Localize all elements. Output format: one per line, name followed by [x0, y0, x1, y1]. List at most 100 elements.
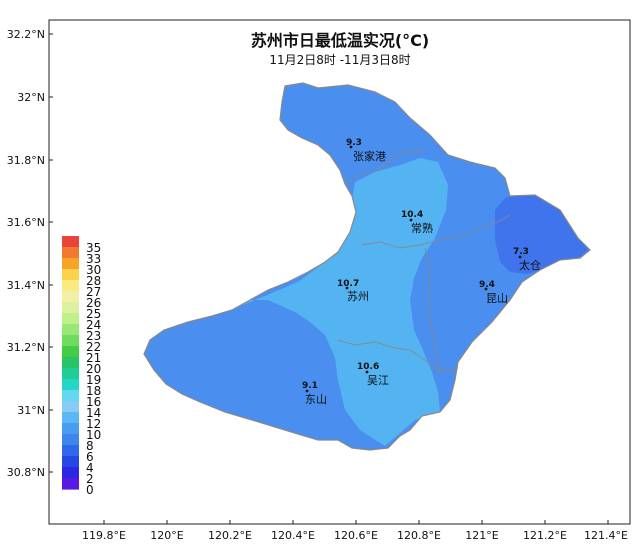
lon-tick-label: 121.2°E — [523, 529, 567, 542]
district-border — [337, 339, 459, 373]
legend-swatch — [62, 335, 79, 347]
station-value: 10.4 — [401, 210, 423, 220]
legend-swatch — [62, 324, 79, 336]
legend-labels: 35 33 30 28 27 26 25 24 23 22 21 20 19 1… — [86, 241, 101, 497]
station-name: 太仓 — [519, 258, 541, 272]
zone-6-8 — [495, 192, 588, 274]
station-zhangjiagang: 9.3 张家港 — [346, 138, 386, 163]
district-border — [424, 247, 441, 373]
legend-label: 30 — [86, 263, 101, 277]
station-name: 苏州 — [347, 290, 369, 303]
lat-tick-label: 31.6°N — [7, 216, 45, 229]
district-border — [361, 214, 511, 249]
legend-label: 20 — [86, 362, 101, 376]
lon-tick-label: 121°E — [465, 529, 498, 542]
station-name: 张家港 — [353, 149, 386, 163]
lat-tick-label: 31.2°N — [7, 341, 45, 354]
map-subtitle: 11月2日8时 -11月3日8时 — [269, 53, 410, 67]
lon-tick-label: 120.2°E — [208, 529, 252, 542]
legend-label: 16 — [86, 395, 101, 409]
legend-swatch — [62, 467, 79, 479]
station-wujiang: 10.6 吴江 — [357, 362, 389, 387]
map-title: 苏州市日最低温实况(°C) — [251, 31, 429, 50]
legend-label: 35 — [86, 241, 101, 255]
lat-tick-label: 30.8°N — [7, 466, 45, 479]
lon-tick-label: 120.4°E — [271, 529, 315, 542]
legend-swatch — [62, 390, 79, 402]
legend-swatch — [62, 379, 79, 391]
legend-label: 23 — [86, 329, 101, 343]
legend-swatch — [62, 423, 79, 435]
legend-swatch — [62, 401, 79, 413]
legend-label: 28 — [86, 274, 101, 288]
station-name: 东山 — [305, 393, 327, 406]
legend-label: 22 — [86, 340, 101, 354]
station-taicang: 7.3 太仓 — [513, 247, 541, 272]
legend-swatch — [62, 258, 79, 270]
lat-tick-label: 31.8°N — [7, 154, 45, 167]
legend-label: 0 — [86, 483, 94, 497]
station-changshu: 10.4 常熟 — [401, 210, 433, 235]
station-name: 吴江 — [367, 374, 389, 387]
lon-tick-label: 120.6°E — [334, 529, 378, 542]
suzhou-region-outline — [143, 82, 591, 451]
legend-label: 33 — [86, 252, 101, 266]
legend-label: 26 — [86, 296, 101, 310]
lat-tick-label: 32°N — [17, 91, 45, 104]
lon-tick-label: 120.8°E — [397, 529, 441, 542]
legend-swatch — [62, 368, 79, 380]
stations: 9.3 张家港 10.4 常熟 7.3 太仓 10.7 苏州 9.4 昆山 10… — [302, 138, 541, 406]
station-value: 9.3 — [346, 138, 362, 148]
legend-swatch — [62, 302, 79, 314]
legend-swatch — [62, 291, 79, 303]
station-dongshan: 9.1 东山 — [302, 381, 327, 406]
legend-label: 14 — [86, 406, 101, 420]
legend-swatch — [62, 456, 79, 468]
zone-10-12 — [160, 158, 448, 446]
legend-swatch — [62, 346, 79, 358]
legend-label: 25 — [86, 307, 101, 321]
latitude-axis: 32.2°N 32°N 31.8°N 31.6°N 31.4°N 31.2°N … — [7, 28, 53, 479]
legend-swatch — [62, 269, 79, 281]
legend-label: 6 — [86, 450, 94, 464]
lat-tick-label: 32.2°N — [7, 28, 45, 41]
legend-label: 27 — [86, 285, 101, 299]
district-borders — [337, 149, 511, 373]
legend-swatch — [62, 236, 79, 248]
legend-swatch — [62, 313, 79, 325]
legend-swatch — [62, 247, 79, 259]
lat-tick-label: 31°N — [17, 404, 45, 417]
station-kunshan: 9.4 昆山 — [479, 280, 508, 305]
longitude-axis: 119.8°E 120°E 120.2°E 120.4°E 120.6°E 12… — [82, 520, 628, 542]
legend-swatch — [62, 412, 79, 424]
station-value: 7.3 — [513, 247, 529, 257]
legend-label: 19 — [86, 373, 101, 387]
station-name: 常熟 — [411, 221, 433, 235]
legend-swatches — [62, 236, 79, 490]
legend-label: 24 — [86, 318, 101, 332]
district-border — [344, 149, 426, 185]
station-name: 昆山 — [486, 292, 508, 305]
lat-tick-label: 31.4°N — [7, 279, 45, 292]
station-suzhou: 10.7 苏州 — [337, 279, 369, 303]
legend-swatch — [62, 357, 79, 369]
station-value: 10.6 — [357, 362, 379, 372]
legend-label: 8 — [86, 439, 94, 453]
lon-tick-label: 119.8°E — [82, 529, 126, 542]
legend-swatch — [62, 478, 79, 490]
plot-frame — [48, 19, 631, 525]
lon-tick-label: 120°E — [150, 529, 183, 542]
legend-label: 2 — [86, 472, 94, 486]
legend-label: 10 — [86, 428, 101, 442]
station-value: 10.7 — [337, 279, 359, 289]
lon-tick-label: 121.4°E — [584, 529, 628, 542]
legend-label: 21 — [86, 351, 101, 365]
station-value: 9.1 — [302, 381, 318, 391]
legend-swatch — [62, 445, 79, 457]
legend-swatch — [62, 434, 79, 446]
legend-label: 18 — [86, 384, 101, 398]
legend-label: 12 — [86, 417, 101, 431]
legend-label: 4 — [86, 461, 94, 475]
station-value: 9.4 — [479, 280, 495, 290]
